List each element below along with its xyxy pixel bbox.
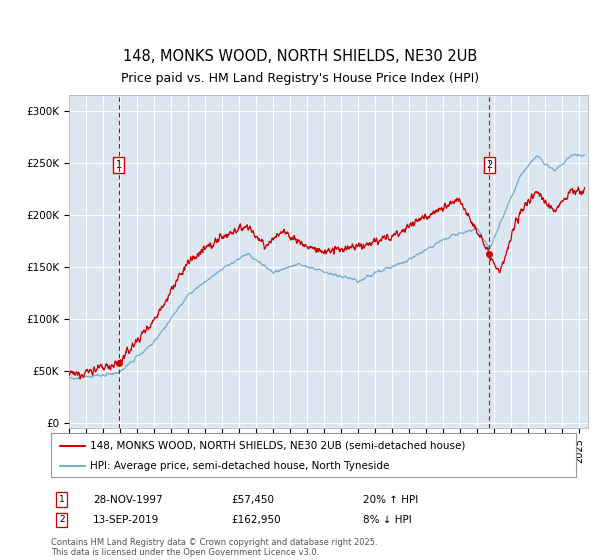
Text: HPI: Average price, semi-detached house, North Tyneside: HPI: Average price, semi-detached house,… [91, 461, 390, 471]
Text: 2: 2 [487, 160, 493, 170]
Text: 2: 2 [59, 515, 65, 524]
Text: £162,950: £162,950 [231, 515, 281, 525]
Text: Price paid vs. HM Land Registry's House Price Index (HPI): Price paid vs. HM Land Registry's House … [121, 72, 479, 85]
Text: 148, MONKS WOOD, NORTH SHIELDS, NE30 2UB (semi-detached house): 148, MONKS WOOD, NORTH SHIELDS, NE30 2UB… [91, 441, 466, 451]
Text: 148, MONKS WOOD, NORTH SHIELDS, NE30 2UB: 148, MONKS WOOD, NORTH SHIELDS, NE30 2UB [123, 49, 477, 64]
Text: 8% ↓ HPI: 8% ↓ HPI [363, 515, 412, 525]
Text: 20% ↑ HPI: 20% ↑ HPI [363, 494, 418, 505]
Text: 1: 1 [115, 160, 122, 170]
Text: 28-NOV-1997: 28-NOV-1997 [93, 494, 163, 505]
Text: Contains HM Land Registry data © Crown copyright and database right 2025.
This d: Contains HM Land Registry data © Crown c… [51, 538, 377, 557]
Text: 1: 1 [59, 495, 65, 504]
Text: 13-SEP-2019: 13-SEP-2019 [93, 515, 159, 525]
Text: £57,450: £57,450 [231, 494, 274, 505]
